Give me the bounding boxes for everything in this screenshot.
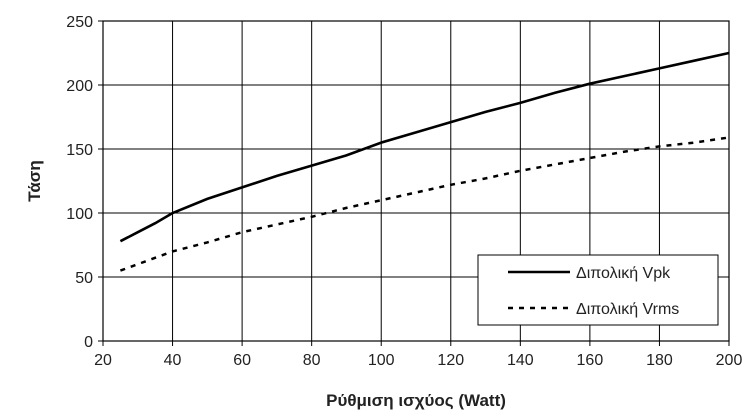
series-line-2: [119, 136, 730, 272]
x-tick-label: 100: [368, 352, 395, 369]
legend: Διπολική Vpk Διπολική Vrms: [477, 254, 719, 326]
y-tick-label: 50: [75, 270, 93, 287]
series-line-1: [119, 51, 730, 243]
plot-area-frame: [102, 20, 730, 342]
x-tick-label: 20: [94, 352, 112, 369]
x-tick-label: 140: [507, 352, 534, 369]
legend-box: [477, 254, 719, 326]
x-tick-label: 80: [303, 352, 321, 369]
y-tick-label: 100: [66, 206, 93, 223]
y-tick-label: 200: [66, 78, 93, 95]
y-tick-label: 150: [66, 142, 93, 159]
x-axis-title: Ρύθμιση ισχύος (Watt): [326, 391, 506, 410]
x-tick-label: 120: [437, 352, 464, 369]
y-tick-label: 250: [66, 14, 93, 31]
x-tick-label: 180: [646, 352, 673, 369]
legend-label-2: Διπολική Vrms: [576, 301, 679, 318]
y-axis-tick-labels: 0 50 100 150 200 250: [66, 14, 103, 351]
x-axis-tick-labels: 20 40 60 80 100 120 140 160 180 200: [94, 341, 742, 369]
legend-label-1: Διπολική Vpk: [576, 265, 671, 282]
x-tick-label: 60: [233, 352, 251, 369]
y-axis-title: Τάση: [25, 160, 44, 202]
x-tick-label: 160: [577, 352, 604, 369]
y-tick-label: 0: [84, 334, 93, 351]
x-tick-label: 200: [716, 352, 743, 369]
series-layer: [119, 51, 730, 272]
x-tick-label: 40: [164, 352, 182, 369]
